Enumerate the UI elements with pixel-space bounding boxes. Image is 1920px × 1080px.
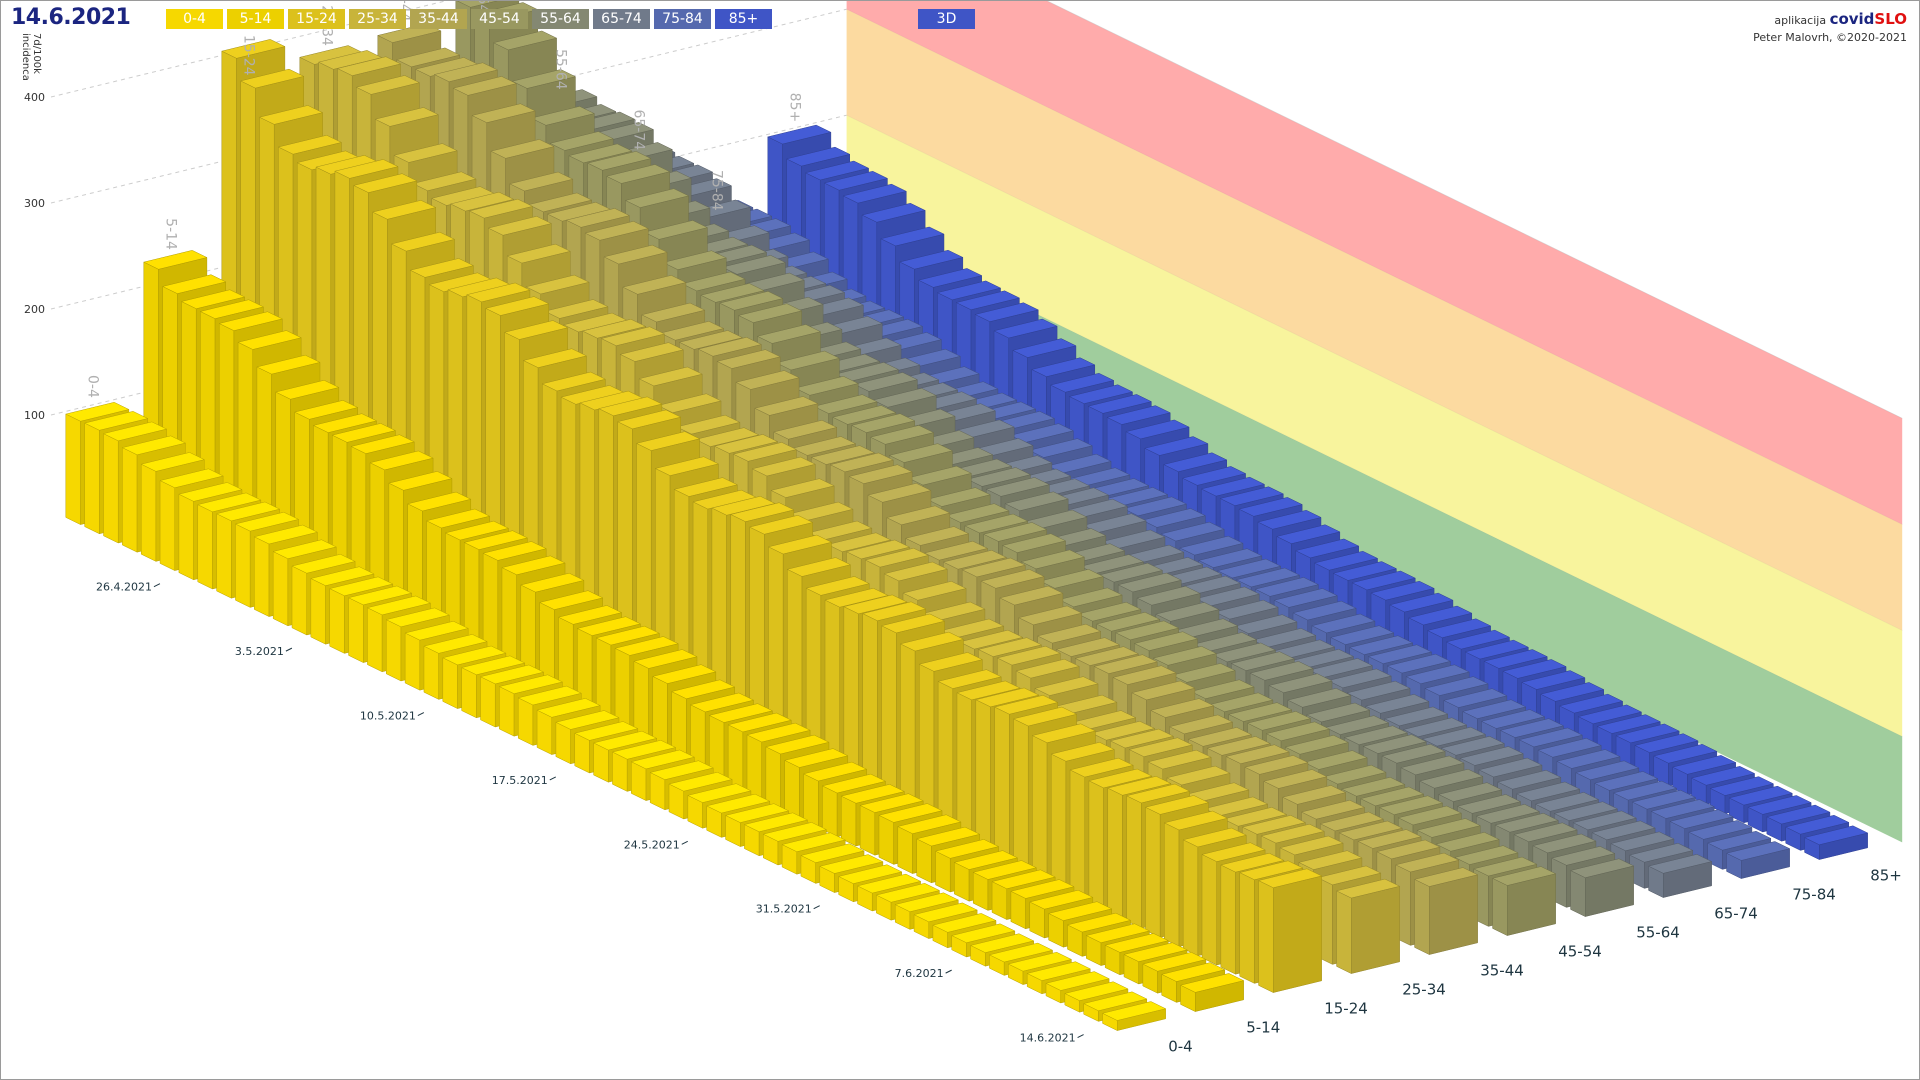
date-tick-label: 17.5.2021 [492, 774, 548, 787]
bar [1803, 825, 1869, 860]
risk-band [846, 9, 1903, 631]
date-tick [549, 776, 557, 781]
3d-mode-button[interactable]: 3D [918, 9, 975, 29]
legend-item-25-34[interactable]: 25-34 [349, 9, 406, 29]
category-label: 85+ [1870, 867, 1902, 885]
grid-line [50, 1, 448, 98]
legend-item-85plus[interactable]: 85+ [715, 9, 772, 29]
bar [1569, 858, 1635, 917]
date-tick-label: 31.5.2021 [756, 903, 812, 916]
bar [1101, 1001, 1167, 1031]
credit-author: Peter Malovrh, ©2020-2021 [1753, 31, 1907, 44]
credit-app-label: aplikacija [1774, 14, 1827, 27]
category-tag: 5-14 [163, 218, 179, 250]
y-tick-label: 300 [24, 197, 45, 210]
category-label: 0-4 [1168, 1038, 1193, 1056]
category-tag: 85+ [787, 93, 803, 123]
date-tick [153, 583, 161, 588]
date-tick [417, 712, 425, 716]
legend-item-35-44[interactable]: 35-44 [410, 9, 467, 29]
date-tick-label: 24.5.2021 [624, 838, 680, 851]
category-label: 45-54 [1558, 943, 1602, 961]
bar [1647, 854, 1713, 898]
risk-band [846, 221, 1903, 843]
bar [1257, 868, 1323, 993]
category-label: 5-14 [1246, 1019, 1280, 1037]
y-tick-label: 400 [24, 91, 45, 104]
date-tick-label: 26.4.2021 [96, 581, 152, 594]
legend-item-15-24[interactable]: 15-24 [288, 9, 345, 29]
bar [1179, 973, 1245, 1012]
y-axis-label-line1: 7d/100k [31, 33, 42, 74]
date-tick [681, 840, 688, 845]
category-label: 15-24 [1324, 1000, 1368, 1018]
date-tick [285, 647, 293, 652]
legend-item-0-4[interactable]: 0-4 [166, 9, 223, 29]
risk-band [846, 1, 1903, 525]
category-tag: 55-64 [553, 49, 569, 90]
date-tick [945, 969, 952, 974]
date-tick [813, 905, 820, 910]
bar [1335, 878, 1401, 974]
y-axis-label-line2: incidenca [20, 33, 31, 81]
category-label: 25-34 [1402, 981, 1446, 999]
credit: aplikacija covidSLO Peter Malovrh, ©2020… [1753, 11, 1907, 46]
category-label: 35-44 [1480, 962, 1524, 980]
date-tick [1077, 1034, 1084, 1038]
category-tag: 15-24 [241, 35, 257, 76]
y-tick-label: 200 [24, 303, 45, 316]
y-tick-label: 100 [24, 409, 45, 422]
category-label: 65-74 [1714, 905, 1758, 923]
date-title: 14.6.2021 [11, 5, 131, 30]
date-tick-label: 14.6.2021 [1020, 1032, 1076, 1045]
credit-brand-slo[interactable]: SLO [1874, 10, 1907, 28]
date-tick-label: 7.6.2021 [895, 967, 944, 980]
legend-item-55-64[interactable]: 55-64 [532, 9, 589, 29]
legend-item-65-74[interactable]: 65-74 [593, 9, 650, 29]
category-label: 55-64 [1636, 924, 1680, 942]
legend-item-5-14[interactable]: 5-14 [227, 9, 284, 29]
category-tag: 75-84 [709, 170, 725, 211]
legend-item-75-84[interactable]: 75-84 [654, 9, 711, 29]
bar [1491, 866, 1557, 936]
category-label: 75-84 [1792, 886, 1836, 904]
bar [1725, 841, 1791, 879]
category-tag: 65-74 [631, 109, 647, 150]
date-tick-label: 10.5.2021 [360, 710, 416, 723]
bar [1413, 867, 1479, 955]
credit-brand-covid[interactable]: covid [1829, 10, 1875, 28]
legend-item-45-54[interactable]: 45-54 [471, 9, 528, 29]
risk-band [846, 115, 1903, 737]
legend: 0-4 5-14 15-24 25-34 35-44 45-54 55-64 65-74 75-… [166, 9, 772, 29]
category-tag: 0-4 [85, 375, 101, 398]
date-tick-label: 3.5.2021 [235, 645, 284, 658]
